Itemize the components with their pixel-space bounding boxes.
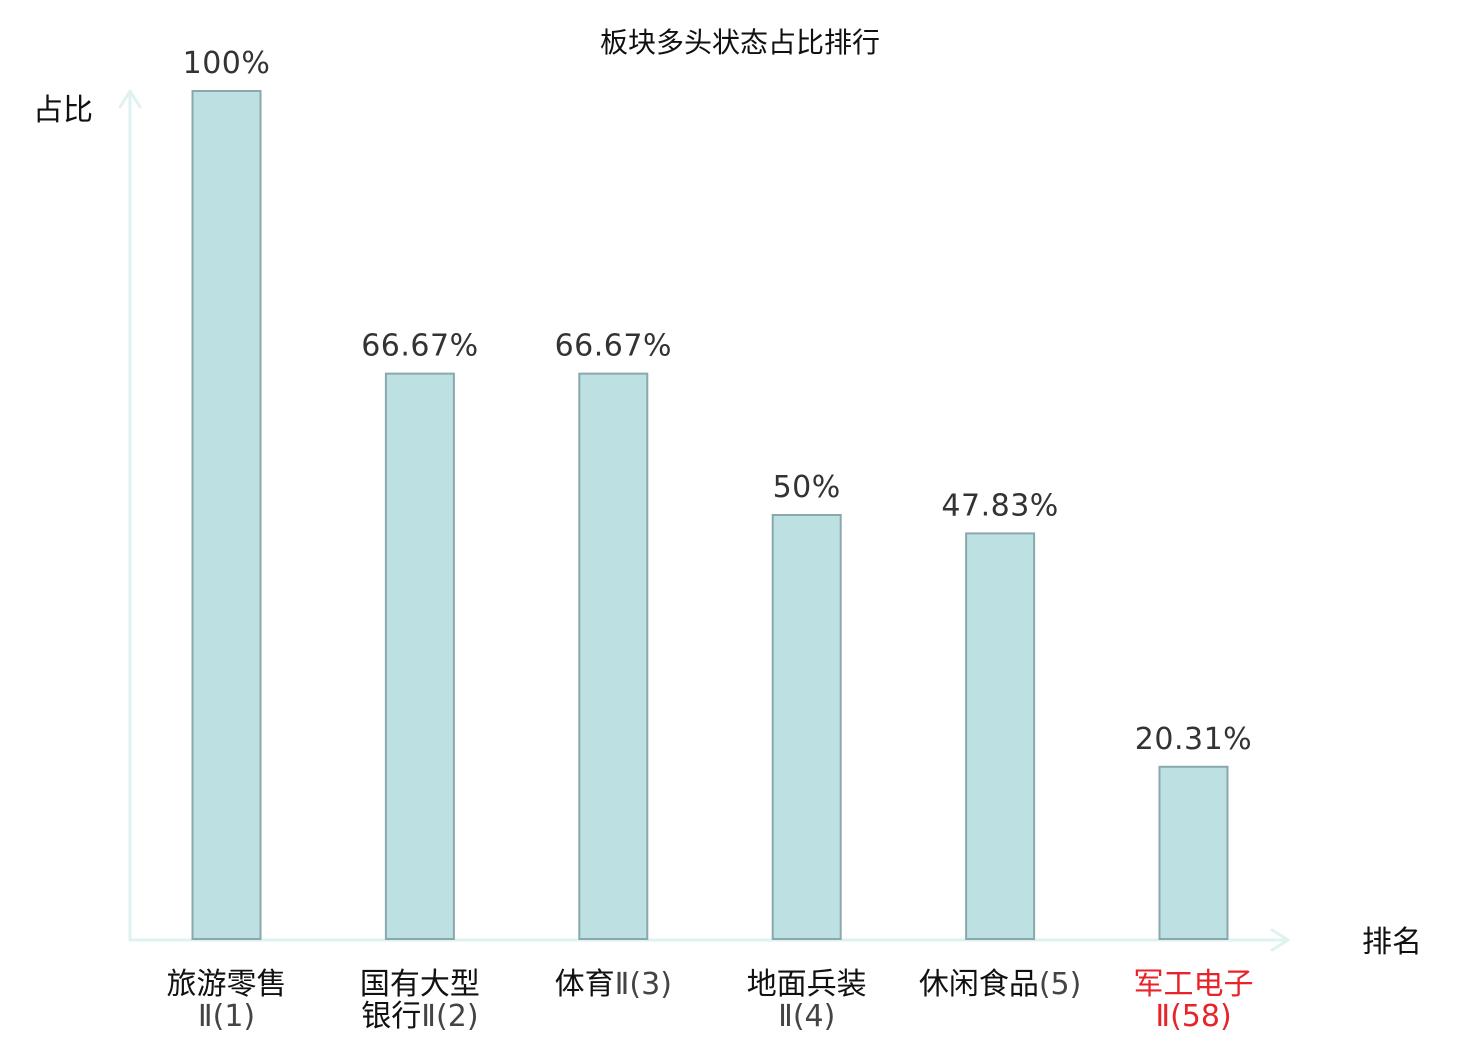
y-axis-arrow: [118, 89, 142, 109]
category-rank: Ⅱ(3): [615, 967, 672, 1002]
value-labels: 100% 66.67% 66.67% 50% 47.83% 20.31%: [183, 46, 1252, 757]
category-label-5: 休闲食品(5): [919, 967, 1082, 1002]
chart-title: 板块多头状态占比排行: [600, 26, 880, 59]
value-label-6: 20.31%: [1135, 722, 1252, 757]
y-axis-label: 占比: [33, 93, 93, 128]
category-rank: Ⅱ(58): [1155, 999, 1231, 1034]
value-label-1: 100%: [183, 46, 271, 81]
category-rank: (5): [1039, 967, 1082, 1002]
bar-1: [191, 90, 262, 940]
x-axis-label: 排名: [1362, 925, 1422, 960]
bars: [191, 90, 1229, 940]
category-name: 地面兵装: [747, 967, 867, 1002]
category-rank: Ⅱ(4): [778, 999, 835, 1034]
value-label-2: 66.67%: [361, 329, 478, 364]
category-name: 军工电子: [1134, 967, 1254, 1002]
category-name-text: 休闲食品: [919, 967, 1039, 1002]
category-name: 国有大型: [360, 967, 480, 1002]
category-rank: Ⅱ(1): [198, 999, 255, 1034]
bar-6: [1158, 765, 1229, 940]
axes: [118, 89, 1290, 952]
category-name: 体育Ⅱ(3): [555, 967, 672, 1002]
bar-4: [771, 514, 842, 940]
bar-5: [965, 532, 1036, 940]
category-rank: Ⅱ(2): [421, 999, 478, 1034]
x-axis-arrow: [1270, 928, 1290, 952]
category-name-text: 体育: [555, 967, 615, 1002]
value-label-5: 47.83%: [941, 488, 1058, 523]
category-name: 休闲食品(5): [919, 967, 1082, 1002]
value-label-3: 66.67%: [555, 329, 672, 364]
bar-2: [384, 372, 455, 940]
category-label-3: 体育Ⅱ(3): [555, 967, 672, 1002]
bar-3: [578, 372, 649, 940]
value-label-4: 50%: [773, 470, 841, 505]
category-name-text: 银行: [361, 999, 421, 1034]
category-name: 旅游零售: [167, 967, 287, 1002]
category-name-line-2: 银行Ⅱ(2): [361, 999, 478, 1034]
